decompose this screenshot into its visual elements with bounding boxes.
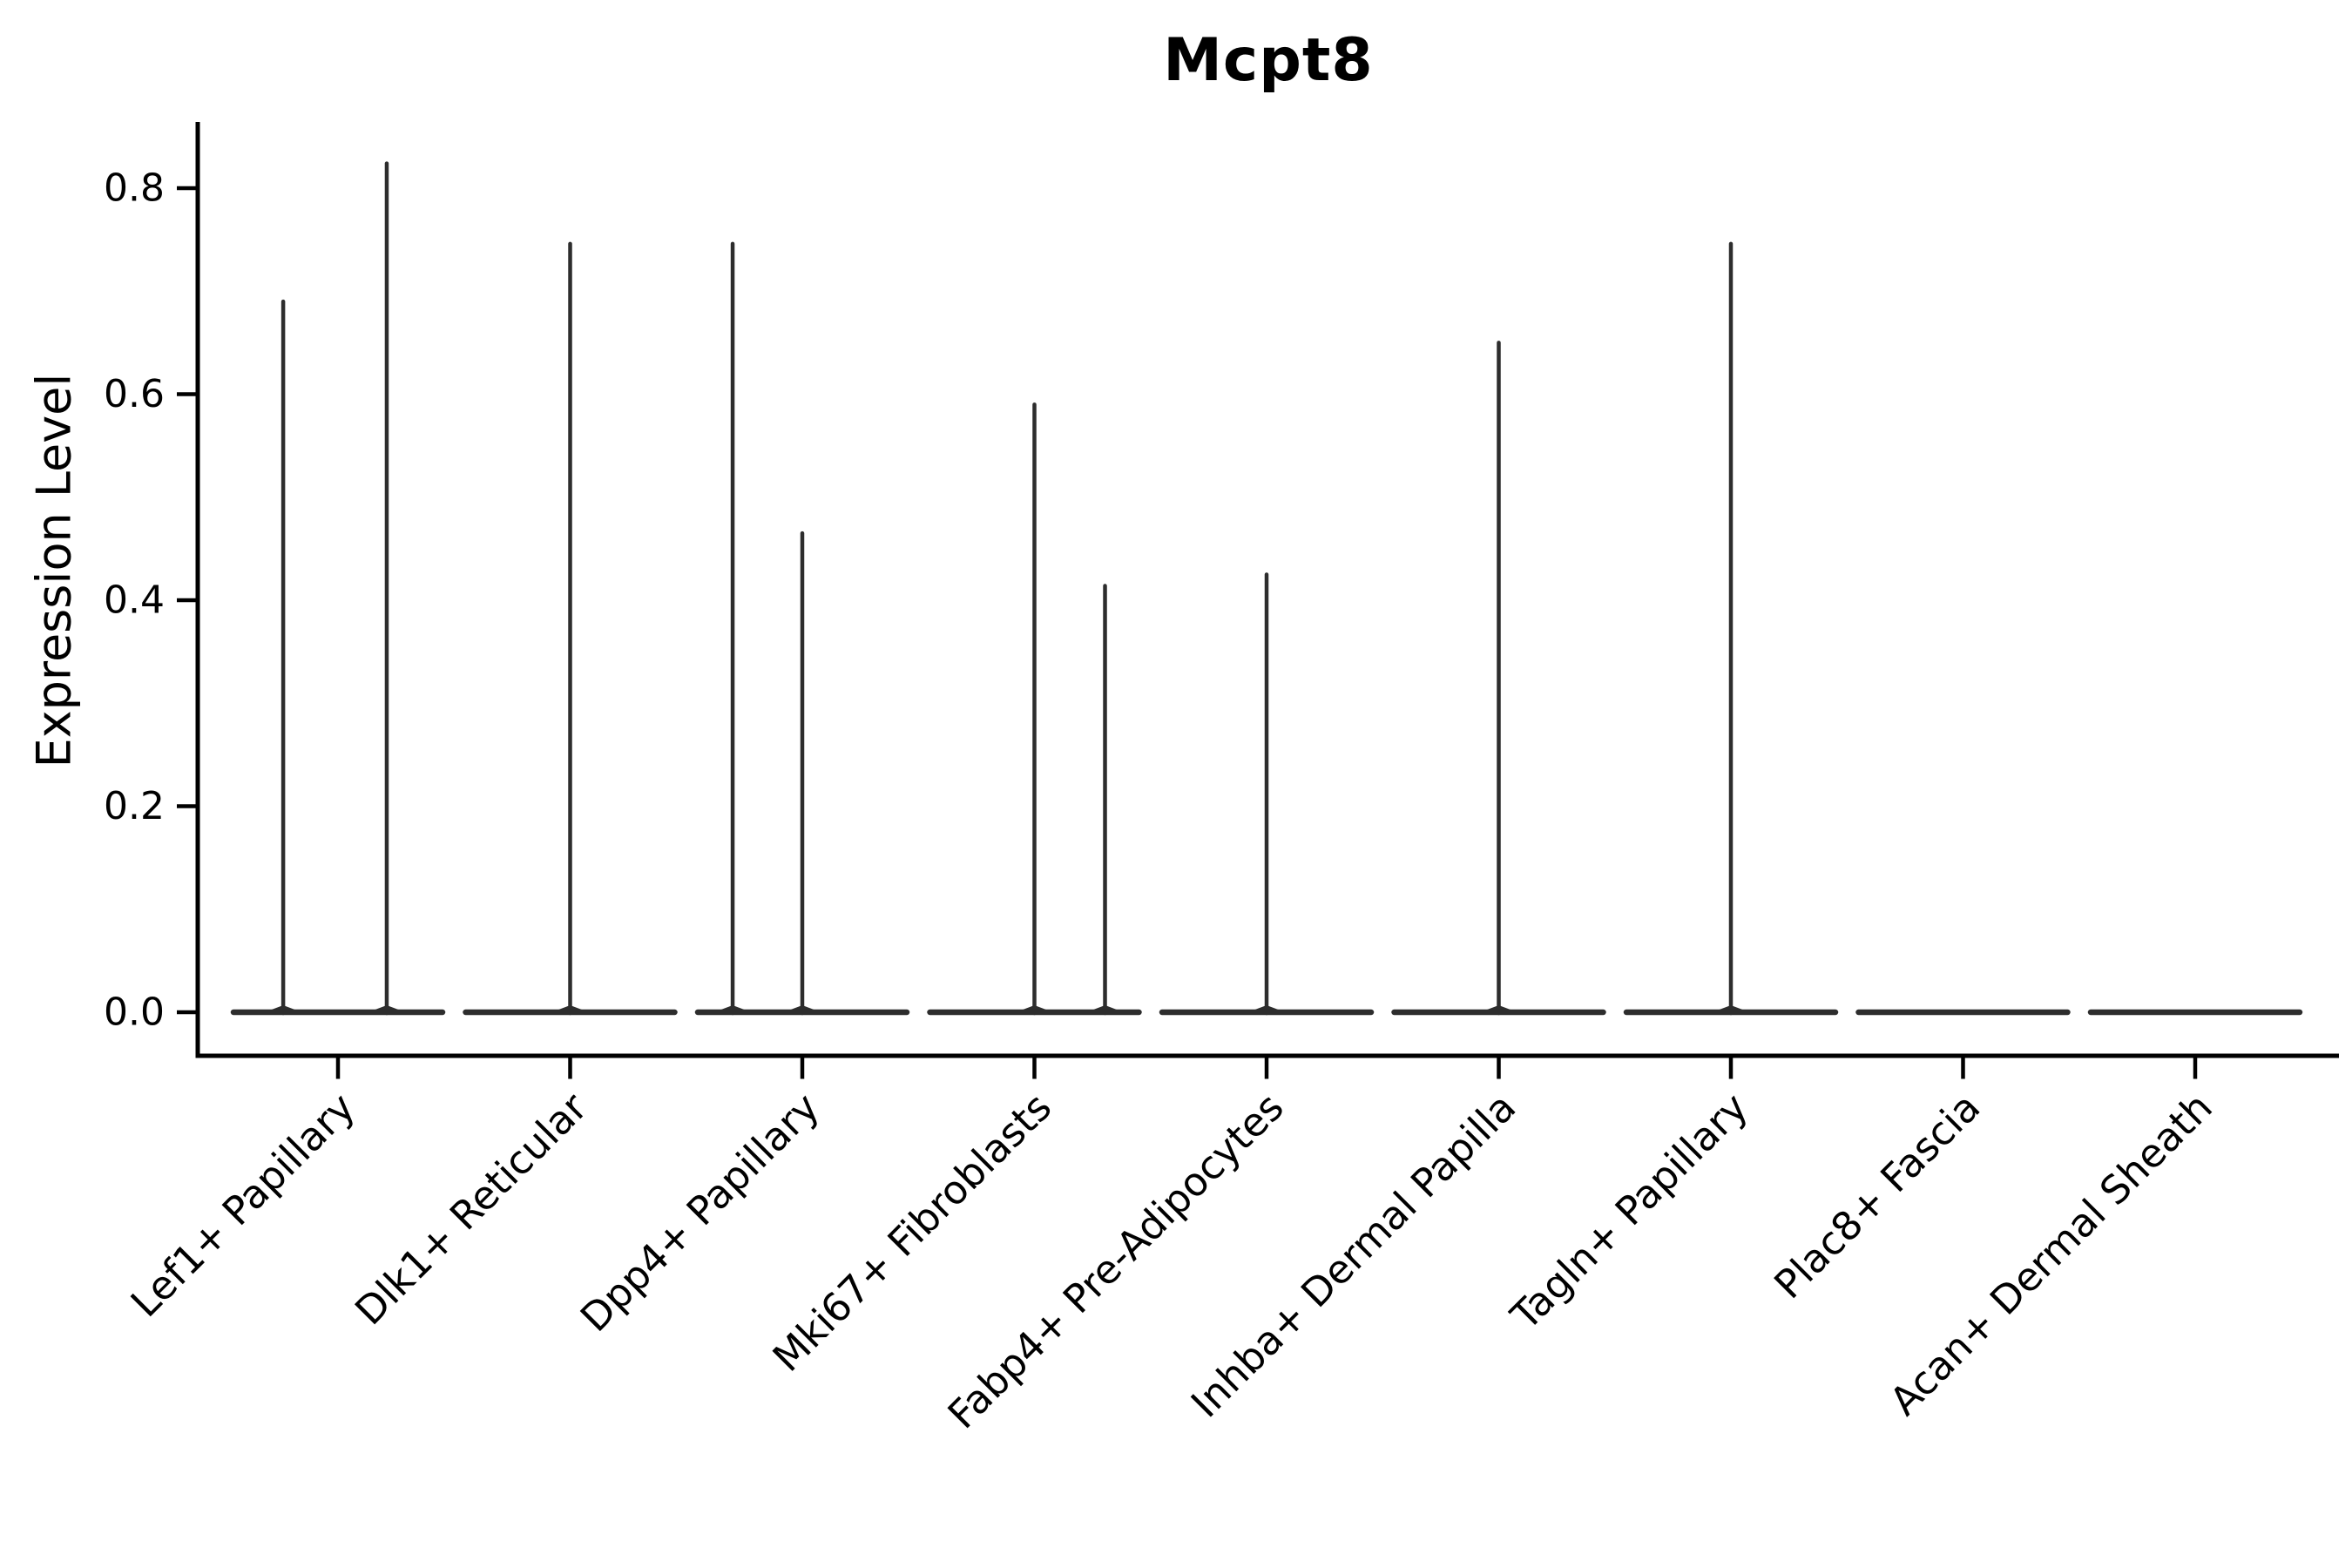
y-tick-label: 0.8 [104,166,165,211]
y-tick-label: 0.6 [104,372,165,416]
x-tick-label: Plac8+ Fascia [1765,1084,1989,1308]
x-tick-label: Dlk1+ Reticular [346,1084,596,1334]
chart-title: Mcpt8 [1163,26,1374,95]
y-tick-label: 0.0 [104,990,165,1035]
y-tick-label: 0.2 [104,784,165,828]
x-tick-label: Lef1+ Papillary [122,1084,364,1326]
x-tick-label: Tagln+ Papillary [1502,1084,1757,1339]
x-tick-label: Dpp4+ Papillary [571,1084,828,1341]
y-tick-label: 0.4 [104,578,165,623]
